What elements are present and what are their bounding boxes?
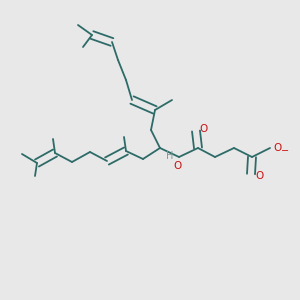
Text: O: O bbox=[200, 124, 208, 134]
Text: −: − bbox=[281, 146, 289, 156]
Text: H: H bbox=[166, 151, 174, 161]
Text: O: O bbox=[274, 143, 282, 153]
Text: O: O bbox=[174, 161, 182, 171]
Text: O: O bbox=[255, 171, 263, 181]
